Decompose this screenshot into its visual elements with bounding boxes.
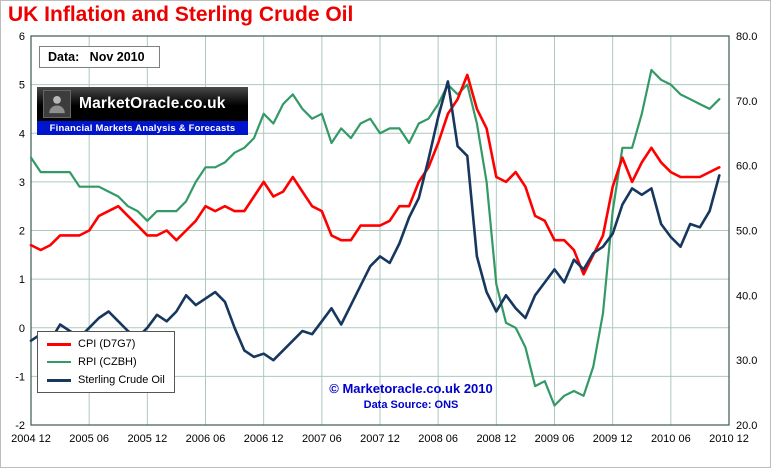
x-axis-tick-label: 2007 12: [360, 433, 400, 445]
x-axis-tick-label: 2009 12: [593, 433, 633, 445]
left-axis-tick-label: 3: [19, 177, 25, 189]
watermark: © Marketoracle.co.uk 2010 Data Source: O…: [299, 381, 523, 411]
left-axis-tick-label: -1: [15, 371, 25, 383]
legend-swatch-crude: [47, 378, 71, 382]
x-axis-tick-label: 2005 06: [69, 433, 109, 445]
legend-label-rpi: RPI (CZBH): [78, 356, 137, 368]
left-axis-tick-label: 1: [19, 274, 25, 286]
right-axis-tick-label: 40.0: [736, 290, 757, 302]
statue-icon: [43, 90, 71, 118]
x-axis-tick-label: 2006 12: [244, 433, 284, 445]
right-axis-tick-label: 70.0: [736, 96, 757, 108]
chart-title: UK Inflation and Sterling Crude Oil: [8, 3, 354, 26]
x-axis-tick-label: 2010 06: [651, 433, 691, 445]
watermark-copyright: © Marketoracle.co.uk 2010: [329, 381, 493, 396]
logo-tagline: Financial Markets Analysis & Forecasts: [37, 121, 248, 135]
left-axis-tick-label: 0: [19, 323, 25, 335]
x-axis-tick-label: 2005 12: [127, 433, 167, 445]
watermark-data-source: Data Source: ONS: [363, 399, 459, 411]
left-axis-tick-label: 2: [19, 226, 25, 238]
legend-item-rpi: RPI (CZBH): [47, 356, 165, 368]
right-axis-tick-label: 20.0: [736, 420, 757, 432]
marketoracle-logo: MarketOracle.co.uk Financial Markets Ana…: [37, 87, 248, 135]
x-axis-tick-label: 2008 12: [476, 433, 516, 445]
right-axis-tick-label: 50.0: [736, 226, 757, 238]
x-axis-tick-label: 2008 06: [418, 433, 458, 445]
x-axis-tick-label: 2010 12: [709, 433, 749, 445]
data-date-label: Data: Nov 2010: [39, 46, 160, 68]
legend-label-cpi: CPI (D7G7): [78, 338, 136, 350]
right-axis-tick-label: 60.0: [736, 161, 757, 173]
legend-item-cpi: CPI (D7G7): [47, 338, 165, 350]
legend-swatch-rpi: [47, 361, 71, 363]
left-axis-tick-label: 5: [19, 80, 25, 92]
statue-icon-graphic: [49, 96, 65, 114]
series-line-1: [29, 68, 721, 407]
x-axis-tick-label: 2006 06: [186, 433, 226, 445]
legend-label-crude: Sterling Crude Oil: [78, 374, 165, 386]
legend-item-crude: Sterling Crude Oil: [47, 374, 165, 386]
legend: CPI (D7G7) RPI (CZBH) Sterling Crude Oil: [37, 331, 175, 393]
logo-wordmark: MarketOracle.co.uk: [79, 95, 226, 112]
series-line-0: [29, 73, 721, 276]
left-axis-tick-label: 4: [19, 128, 25, 140]
x-axis-tick-label: 2007 06: [302, 433, 342, 445]
legend-swatch-cpi: [47, 342, 71, 346]
x-axis-tick-label: 2009 06: [535, 433, 575, 445]
logo-banner: MarketOracle.co.uk: [37, 87, 248, 121]
plot-frame: [30, 35, 730, 426]
series-line-2: [29, 80, 721, 362]
x-axis-tick-label: 2004 12: [11, 433, 51, 445]
left-axis-tick-label: -2: [15, 420, 25, 432]
left-axis-tick-label: 6: [19, 31, 25, 43]
right-axis-tick-label: 30.0: [736, 355, 757, 367]
right-axis-tick-label: 80.0: [736, 31, 757, 43]
